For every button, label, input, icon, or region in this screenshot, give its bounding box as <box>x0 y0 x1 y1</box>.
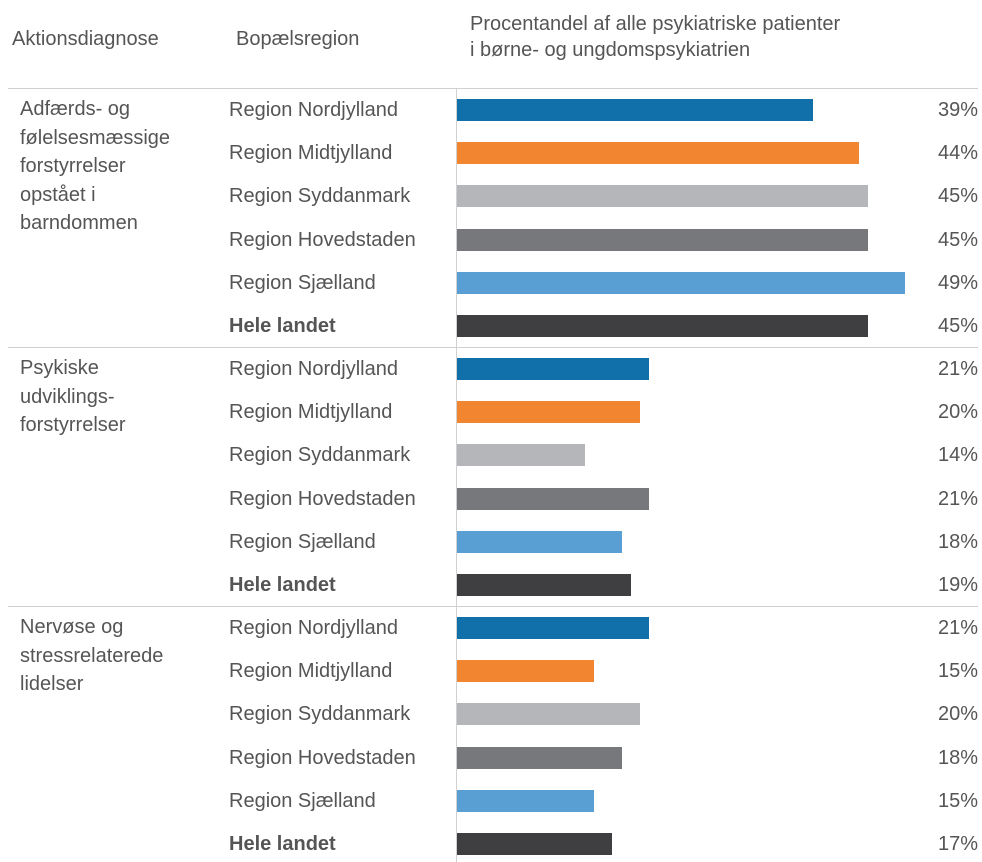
bar <box>457 228 869 251</box>
region-label: Region Sjælland <box>229 530 376 553</box>
bar <box>457 530 622 553</box>
region-label: Region Midtjylland <box>229 660 393 683</box>
column-header: Procentandel af alle psykiatriske patien… <box>470 13 841 35</box>
value-label: 45% <box>937 228 978 251</box>
group-label: Nervøse og <box>20 616 124 638</box>
column-header: i børne- og ungdomspsykiatrien <box>470 39 751 61</box>
value-label: 18% <box>937 530 978 553</box>
bar <box>457 142 860 165</box>
bar <box>457 617 649 639</box>
group-label: stressrelaterede <box>20 644 164 667</box>
value-label: 21% <box>937 617 978 639</box>
group-label: Adfærds- og <box>20 98 131 120</box>
bar <box>457 99 814 121</box>
region-label: Hele landet <box>229 574 336 596</box>
region-label: Hele landet <box>229 315 336 337</box>
region-label: Region Sjælland <box>229 271 376 294</box>
region-label: Region Sjælland <box>229 789 376 812</box>
region-label: Region Midtjylland <box>229 401 393 424</box>
region-label: Region Nordjylland <box>229 358 398 380</box>
region-label: Region Midtjylland <box>229 142 393 165</box>
value-label: 15% <box>937 789 978 812</box>
value-label: 21% <box>937 358 978 380</box>
value-label: 20% <box>937 401 978 424</box>
bar <box>457 574 631 596</box>
bar <box>457 444 585 467</box>
region-label: Region Nordjylland <box>229 99 398 121</box>
column-header: Aktionsdiagnose <box>12 28 159 50</box>
value-label: 19% <box>937 574 978 596</box>
region-label: Region Syddanmark <box>229 185 411 208</box>
axis-line <box>456 88 457 862</box>
value-label: 17% <box>937 833 978 855</box>
group-label: opstået i <box>20 183 96 206</box>
value-label: 20% <box>937 703 978 726</box>
group-label: barndommen <box>20 212 138 234</box>
value-label: 14% <box>937 444 978 467</box>
group-label: lidelser <box>20 673 84 695</box>
region-label: Region Hovedstaden <box>229 228 416 251</box>
bar <box>457 833 613 855</box>
bar <box>457 703 640 726</box>
group-label: følelsesmæssige <box>20 126 171 149</box>
region-label: Region Hovedstaden <box>229 746 416 769</box>
region-label: Region Syddanmark <box>229 444 411 467</box>
value-label: 18% <box>937 746 978 769</box>
group-label: udviklings- <box>20 385 115 408</box>
region-label: Region Nordjylland <box>229 617 398 639</box>
value-label: 45% <box>937 185 978 208</box>
bar <box>457 746 622 769</box>
region-label: Region Hovedstaden <box>229 487 416 510</box>
value-label: 39% <box>937 99 978 121</box>
bar <box>457 789 595 812</box>
group-label: Psykiske <box>20 357 99 379</box>
region-label: Region Syddanmark <box>229 703 411 726</box>
region-label: Hele landet <box>229 833 336 855</box>
value-label: 15% <box>937 660 978 683</box>
separator <box>8 606 978 607</box>
separator <box>8 88 978 89</box>
value-label: 44% <box>937 142 978 165</box>
bar <box>457 660 595 683</box>
bar <box>457 487 649 510</box>
group-label: forstyrrelser <box>20 155 126 177</box>
bar <box>457 315 869 337</box>
group-label: forstyrrelser <box>20 414 126 436</box>
bar <box>457 358 649 380</box>
value-label: 49% <box>937 271 978 294</box>
value-label: 45% <box>937 315 978 337</box>
separator <box>8 347 978 348</box>
column-header: Bopælsregion <box>236 28 360 50</box>
bar <box>457 401 640 424</box>
bar <box>457 185 869 208</box>
value-label: 21% <box>937 487 978 510</box>
bar <box>457 271 905 294</box>
